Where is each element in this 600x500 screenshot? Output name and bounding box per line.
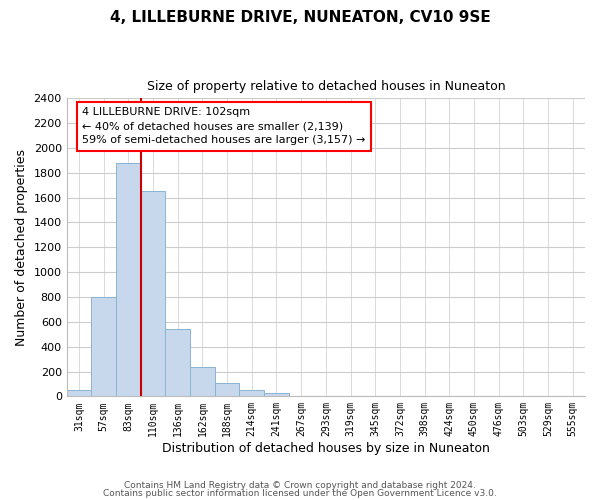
Title: Size of property relative to detached houses in Nuneaton: Size of property relative to detached ho…: [146, 80, 505, 93]
Bar: [264, 392, 289, 396]
Bar: [239, 390, 264, 396]
Bar: [116, 163, 141, 396]
Bar: [141, 192, 166, 396]
Text: Contains HM Land Registry data © Crown copyright and database right 2024.: Contains HM Land Registry data © Crown c…: [124, 481, 476, 490]
Y-axis label: Number of detached properties: Number of detached properties: [15, 149, 28, 346]
Bar: [91, 297, 116, 396]
Text: 4 LILLEBURNE DRIVE: 102sqm
← 40% of detached houses are smaller (2,139)
59% of s: 4 LILLEBURNE DRIVE: 102sqm ← 40% of deta…: [82, 108, 365, 146]
Text: Contains public sector information licensed under the Open Government Licence v3: Contains public sector information licen…: [103, 488, 497, 498]
Bar: [166, 330, 190, 396]
Bar: [67, 390, 91, 396]
X-axis label: Distribution of detached houses by size in Nuneaton: Distribution of detached houses by size …: [162, 442, 490, 455]
Bar: [190, 367, 215, 396]
Bar: [215, 382, 239, 396]
Text: 4, LILLEBURNE DRIVE, NUNEATON, CV10 9SE: 4, LILLEBURNE DRIVE, NUNEATON, CV10 9SE: [110, 10, 490, 25]
